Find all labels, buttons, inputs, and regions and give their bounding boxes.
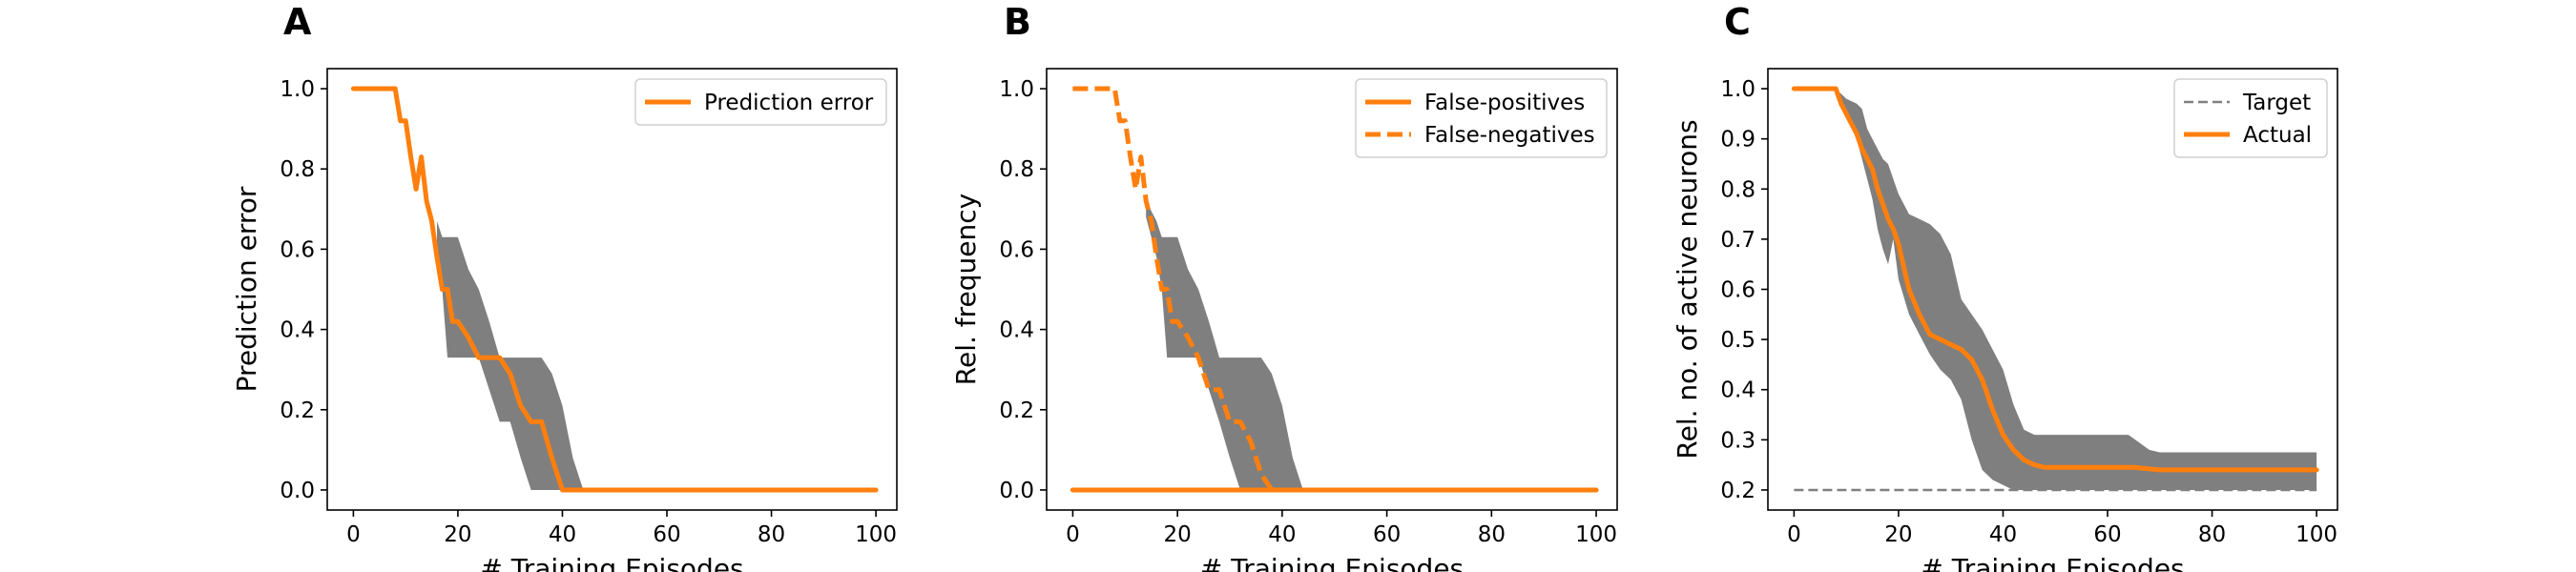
legend: Prediction error xyxy=(634,78,887,126)
y-tick-label: 0.6 xyxy=(280,237,315,262)
x-tick-label: 100 xyxy=(855,522,897,547)
y-tick-label: 0.8 xyxy=(1720,177,1755,202)
y-tick-label: 0.2 xyxy=(280,398,315,423)
panel-letter: B xyxy=(1004,1,1031,43)
y-tick-label: 0.2 xyxy=(999,398,1034,423)
panel-letter: C xyxy=(1724,1,1751,43)
series-line-false-negatives xyxy=(1072,86,1597,493)
y-tick-label: 0.4 xyxy=(999,318,1034,343)
legend-box xyxy=(2173,78,2328,158)
y-tick-label: 0.2 xyxy=(1720,479,1755,503)
y-tick-label: 0.0 xyxy=(999,479,1034,503)
y-tick-label: 0.5 xyxy=(1720,328,1755,353)
x-axis-label: # Training Episodes xyxy=(480,553,743,572)
x-tick-label: 0 xyxy=(346,522,361,547)
legend-box xyxy=(634,78,887,126)
y-tick-label: 0.4 xyxy=(1720,378,1755,403)
x-tick-label: 80 xyxy=(1478,522,1506,547)
x-axis-label: # Training Episodes xyxy=(1200,553,1464,572)
y-tick-label: 1.0 xyxy=(1720,77,1755,102)
x-tick-label: 40 xyxy=(1989,522,2017,547)
variability-band xyxy=(1146,200,1303,490)
legend-label: False-negatives xyxy=(1424,123,1595,148)
y-tick-label: 0.8 xyxy=(999,157,1034,182)
x-tick-label: 60 xyxy=(1373,522,1401,547)
y-tick-label: 0.9 xyxy=(1720,128,1755,153)
legend-label: Prediction error xyxy=(704,91,874,115)
panel-letter: A xyxy=(283,1,312,43)
legend-label: Actual xyxy=(2243,123,2312,148)
x-tick-label: 20 xyxy=(1884,522,1912,547)
variability-band xyxy=(437,220,584,490)
axes-frame xyxy=(326,68,898,511)
y-tick-label: 1.0 xyxy=(280,77,315,102)
legend: False-positives False-negatives xyxy=(1355,78,1608,158)
panel-a: A 0 20 40 60 80 100 0.0 0.2 0.4 0.6 0.8 1.0 # Trainin… xyxy=(231,1,898,572)
x-tick-label: 20 xyxy=(1164,522,1192,547)
x-tick-label: 80 xyxy=(758,522,785,547)
series-line-prediction-error xyxy=(350,86,879,493)
y-tick-label: 0.6 xyxy=(999,237,1034,262)
panel-c: C 0 20 40 60 80 100 0.2 0.3 0.4 0.5 0.6 0.7 0.8 0.9 1.0… xyxy=(1672,1,2338,572)
y-axis-label: Rel. no. of active neurons xyxy=(1672,119,1703,459)
legend: Target Actual xyxy=(2173,78,2328,158)
x-tick-label: 40 xyxy=(549,522,576,547)
x-tick-label: 100 xyxy=(1575,522,1617,547)
y-tick-label: 1.0 xyxy=(999,77,1034,102)
x-tick-label: 0 xyxy=(1066,522,1080,547)
x-tick-label: 60 xyxy=(2093,522,2121,547)
x-axis-label: # Training Episodes xyxy=(1921,553,2184,572)
axes-frame xyxy=(1046,68,1618,511)
y-tick-label: 0.3 xyxy=(1720,428,1755,453)
y-tick-label: 0.6 xyxy=(1720,278,1755,303)
y-tick-label: 0.4 xyxy=(280,318,315,343)
legend-box xyxy=(1355,78,1608,158)
legend-label: Target xyxy=(2242,91,2311,115)
x-tick-label: 40 xyxy=(1268,522,1296,547)
x-tick-label: 100 xyxy=(2296,522,2337,547)
x-tick-label: 80 xyxy=(2198,522,2226,547)
x-tick-label: 0 xyxy=(1787,522,1801,547)
x-tick-label: 20 xyxy=(444,522,471,547)
y-tick-label: 0.7 xyxy=(1720,228,1755,253)
y-axis-label: Prediction error xyxy=(231,186,262,392)
panel-b: B 0 20 40 60 80 100 0.0 0.2 0.4 0.6 0.8 1.0 # Trainin… xyxy=(950,1,1618,572)
x-tick-label: 60 xyxy=(653,522,680,547)
y-tick-label: 0.0 xyxy=(280,479,315,503)
variability-band xyxy=(1836,89,2317,490)
y-axis-label: Rel. frequency xyxy=(950,194,982,385)
series-line-actual xyxy=(1791,86,2319,473)
y-tick-label: 0.8 xyxy=(280,157,315,182)
legend-label: False-positives xyxy=(1424,91,1585,115)
